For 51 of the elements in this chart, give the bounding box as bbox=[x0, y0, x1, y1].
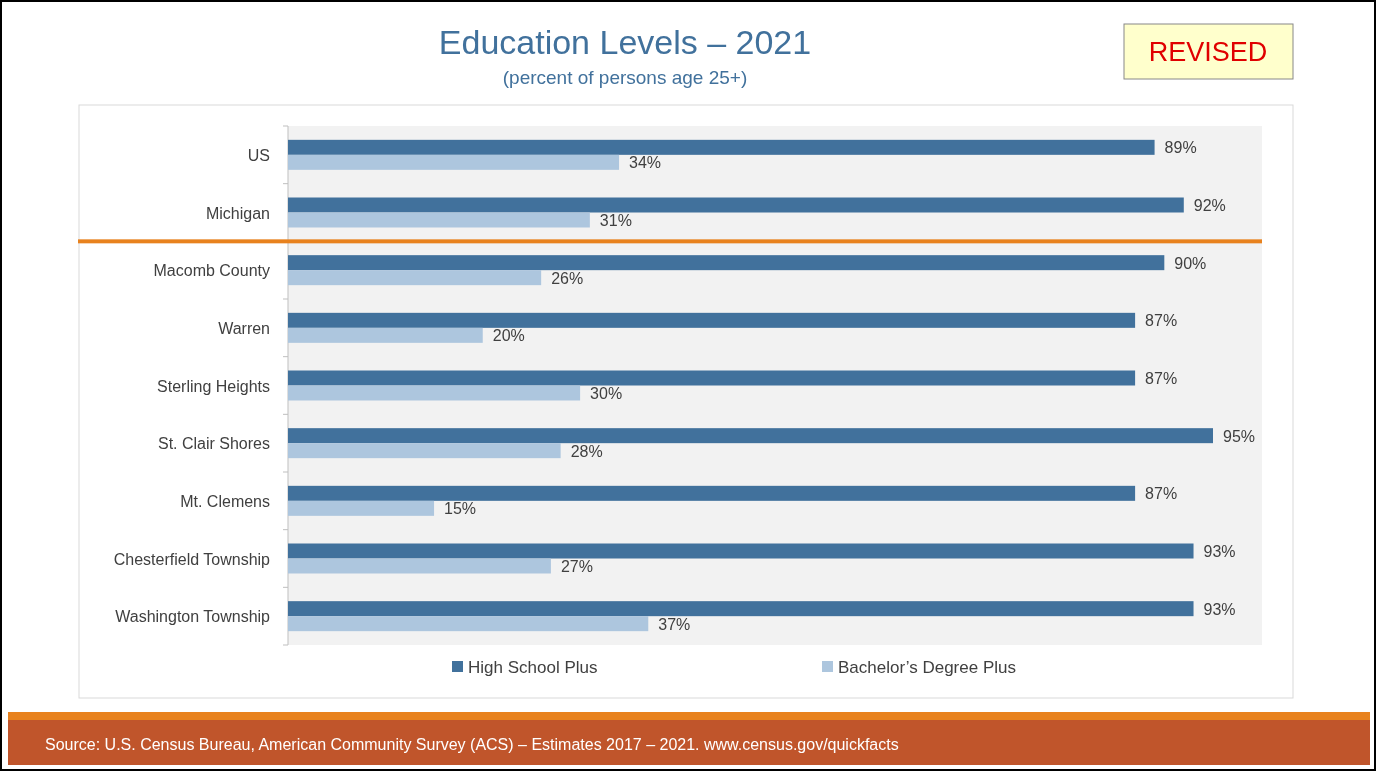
y-tick-label: St. Clair Shores bbox=[157, 435, 270, 453]
y-tick-label: Mt. Clemens bbox=[180, 492, 270, 510]
data-label: 92% bbox=[1193, 197, 1226, 214]
data-label: 87% bbox=[1145, 312, 1178, 330]
y-tick-label: Warren bbox=[218, 319, 270, 337]
data-label: 93% bbox=[1203, 543, 1236, 560]
chart-subtitle: (percent of persons age 25+) bbox=[502, 67, 748, 88]
bar bbox=[288, 370, 1136, 386]
y-tick-label: Macomb County bbox=[153, 262, 270, 280]
y-tick-label: Sterling Heights bbox=[157, 377, 270, 395]
bar bbox=[288, 197, 1184, 213]
bar bbox=[288, 543, 1194, 559]
chart-title: Education Levels – 2021 bbox=[438, 23, 812, 61]
data-label: 34% bbox=[629, 154, 662, 172]
data-label: 15% bbox=[444, 500, 477, 518]
bar bbox=[288, 558, 551, 574]
data-label: 87% bbox=[1145, 370, 1178, 387]
y-tick-label: Michigan bbox=[205, 204, 270, 222]
data-label: 26% bbox=[551, 269, 584, 287]
data-label: 93% bbox=[1203, 600, 1236, 618]
bar bbox=[288, 255, 1165, 271]
bar bbox=[288, 139, 1155, 155]
data-label: 27% bbox=[560, 558, 593, 575]
y-tick-label: Washington Township bbox=[115, 608, 271, 626]
bar bbox=[288, 500, 435, 516]
bar bbox=[288, 312, 1136, 328]
data-label: 90% bbox=[1174, 254, 1207, 272]
source-note: Source: U.S. Census Bureau, American Community Survey (ACS) – Estimates 2017 – 2021. www.census.gov/quickfacts bbox=[45, 736, 899, 753]
bar bbox=[288, 385, 581, 401]
data-label: 28% bbox=[570, 442, 603, 460]
legend-label: Bachelor’s Degree Plus bbox=[838, 658, 1016, 677]
bar bbox=[288, 601, 1194, 617]
legend-label: High School Plus bbox=[468, 658, 598, 677]
data-label: 87% bbox=[1145, 485, 1178, 503]
data-label: 31% bbox=[599, 212, 632, 229]
data-label: 30% bbox=[590, 385, 623, 402]
y-tick-label: US bbox=[247, 146, 270, 164]
bar bbox=[288, 212, 590, 228]
bar bbox=[288, 485, 1136, 501]
data-label: 89% bbox=[1164, 139, 1197, 157]
text: REVISED bbox=[1148, 37, 1268, 67]
bar bbox=[288, 443, 561, 459]
bar bbox=[288, 154, 620, 170]
y-tick-label: Chesterfield Township bbox=[113, 550, 271, 568]
data-label: 95% bbox=[1223, 427, 1256, 445]
bar bbox=[288, 270, 542, 286]
bar bbox=[288, 327, 483, 343]
bar bbox=[288, 616, 649, 632]
data-label: 20% bbox=[492, 327, 525, 345]
data-label: 37% bbox=[658, 615, 691, 633]
bar bbox=[288, 428, 1213, 444]
